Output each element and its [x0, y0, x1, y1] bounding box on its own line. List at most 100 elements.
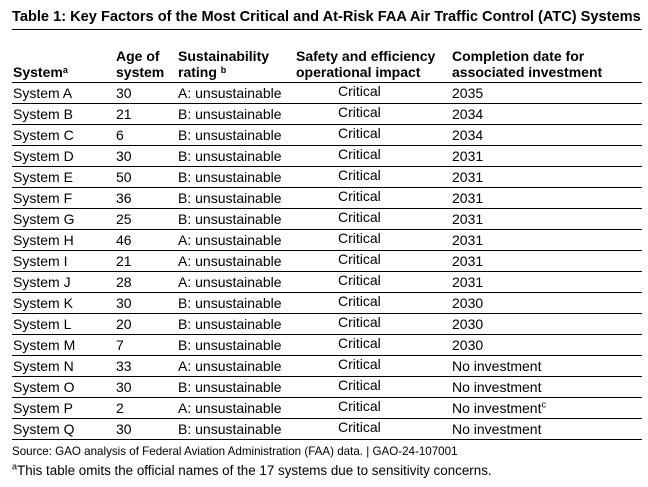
cell-age: 6: [116, 124, 178, 146]
cell-completion-date-text: 2031: [452, 232, 484, 248]
cell-sustainability-rating-text: B: unsustainable: [178, 337, 282, 353]
cell-completion-date: No investmentc: [452, 397, 642, 419]
cell-age: 46: [116, 229, 178, 251]
header-age-line1: Age of: [116, 48, 160, 64]
cell-sustainability-rating-text: B: unsustainable: [178, 127, 282, 143]
cell-completion-date: 2034: [452, 103, 642, 125]
table-header-row: Systema Age of system Sustainability ratin…: [12, 30, 642, 83]
cell-operational-impact: Critical: [296, 376, 452, 398]
cell-sustainability-rating: B: unsustainable: [178, 208, 296, 230]
cell-completion-date: 2031: [452, 187, 642, 209]
cell-age: 36: [116, 187, 178, 209]
table-row: System E 50 B: unsustainable Critical 2031: [12, 166, 642, 188]
table-body: System A 30 A: unsustainable Critical 2035 Sy…: [12, 82, 642, 440]
cell-age-text: 36: [116, 190, 132, 206]
table-row: System G 25 B: unsustainable Critical 2031: [12, 208, 642, 230]
cell-operational-impact: Critical: [296, 187, 452, 209]
cell-operational-impact: Critical: [296, 103, 452, 125]
header-age: Age of system: [116, 30, 178, 83]
cell-completion-date: 2031: [452, 208, 642, 230]
cell-system-text: System O: [13, 379, 75, 395]
cell-sustainability-rating-text: B: unsustainable: [178, 169, 282, 185]
cell-system: System N: [12, 355, 116, 377]
cell-age-text: 46: [116, 232, 132, 248]
table-row: System P 2 A: unsustainable Critical No inve…: [12, 397, 642, 419]
cell-sustainability-rating: B: unsustainable: [178, 334, 296, 356]
cell-age: 30: [116, 292, 178, 314]
source-note: Source: GAO analysis of Federal Aviation…: [12, 445, 458, 458]
cell-completion-date: No investment: [452, 355, 642, 377]
cell-completion-date: 2030: [452, 334, 642, 356]
cell-age: 30: [116, 376, 178, 398]
cell-sustainability-rating-text: B: unsustainable: [178, 379, 282, 395]
cell-completion-date-text: 2031: [452, 274, 484, 290]
cell-age-text: 28: [116, 274, 132, 290]
cell-operational-impact: Critical: [296, 355, 452, 377]
cell-age-text: 50: [116, 169, 132, 185]
cell-system-text: System E: [13, 169, 73, 185]
cell-system-text: System C: [13, 127, 74, 143]
cell-sustainability-rating-text: A: unsustainable: [178, 274, 282, 290]
cell-completion-date-text: 2031: [452, 211, 484, 227]
cell-system: System K: [12, 292, 116, 314]
cell-system: System Q: [12, 418, 116, 440]
cell-system: System O: [12, 376, 116, 398]
cell-age-text: 30: [116, 421, 132, 437]
table-row: System K 30 B: unsustainable Critical 2030: [12, 292, 642, 314]
cell-operational-impact-text: Critical: [338, 335, 381, 351]
cell-completion-date: 2034: [452, 124, 642, 146]
header-sustainability: Sustainability rating b: [178, 30, 296, 83]
table-row: System J 28 A: unsustainable Critical 2031: [12, 271, 642, 293]
cell-sustainability-rating-text: B: unsustainable: [178, 211, 282, 227]
cell-operational-impact: Critical: [296, 418, 452, 440]
cell-completion-date: No investment: [452, 418, 642, 440]
cell-age-text: 6: [116, 127, 124, 143]
completion-footnote-marker: c: [541, 399, 546, 410]
cell-operational-impact-text: Critical: [338, 251, 381, 267]
cell-operational-impact-text: Critical: [338, 419, 381, 435]
cell-age: 30: [116, 418, 178, 440]
cell-operational-impact: Critical: [296, 124, 452, 146]
cell-sustainability-rating-text: A: unsustainable: [178, 400, 282, 416]
footnote-text: This table omits the official names of t…: [17, 463, 492, 478]
cell-completion-date: 2031: [452, 166, 642, 188]
cell-completion-date-text: 2031: [452, 148, 484, 164]
cell-age: 25: [116, 208, 178, 230]
cell-age-text: 21: [116, 106, 132, 122]
cell-system: System C: [12, 124, 116, 146]
table-row: System H 46 A: unsustainable Critical 2031: [12, 229, 642, 251]
cell-system: System I: [12, 250, 116, 272]
cell-completion-date: 2035: [452, 82, 642, 104]
header-impact: Safety and efficiency operational impact: [296, 30, 452, 83]
cell-completion-date: 2030: [452, 313, 642, 335]
header-system-label: System: [13, 64, 63, 80]
cell-operational-impact: Critical: [296, 313, 452, 335]
cell-sustainability-rating: B: unsustainable: [178, 292, 296, 314]
cell-sustainability-rating: A: unsustainable: [178, 250, 296, 272]
cell-system-text: System H: [13, 232, 74, 248]
cell-system-text: System F: [13, 190, 73, 206]
header-impact-line2: operational impact: [296, 64, 421, 80]
cell-system-text: System I: [13, 253, 68, 269]
cell-sustainability-rating: B: unsustainable: [178, 124, 296, 146]
cell-system: System H: [12, 229, 116, 251]
cell-completion-date-text: 2030: [452, 295, 484, 311]
header-sustainability-line2: rating: [178, 64, 217, 80]
cell-sustainability-rating-text: A: unsustainable: [178, 85, 282, 101]
cell-system: System L: [12, 313, 116, 335]
table-row: System N 33 A: unsustainable Critical No inv…: [12, 355, 642, 377]
cell-system: System A: [12, 82, 116, 104]
cell-age-text: 20: [116, 316, 132, 332]
cell-system: System G: [12, 208, 116, 230]
cell-sustainability-rating-text: A: unsustainable: [178, 358, 282, 374]
cell-completion-date: 2031: [452, 229, 642, 251]
table-row: System B 21 B: unsustainable Critical 2034: [12, 103, 642, 125]
cell-sustainability-rating: B: unsustainable: [178, 187, 296, 209]
cell-age-text: 30: [116, 148, 132, 164]
cell-completion-date-text: 2035: [452, 85, 484, 101]
cell-age-text: 33: [116, 358, 132, 374]
cell-system: System B: [12, 103, 116, 125]
systems-table: Systema Age of system Sustainability ratin…: [12, 30, 642, 440]
footnote: aThis table omits the official names of …: [12, 462, 642, 479]
cell-operational-impact-text: Critical: [338, 167, 381, 183]
